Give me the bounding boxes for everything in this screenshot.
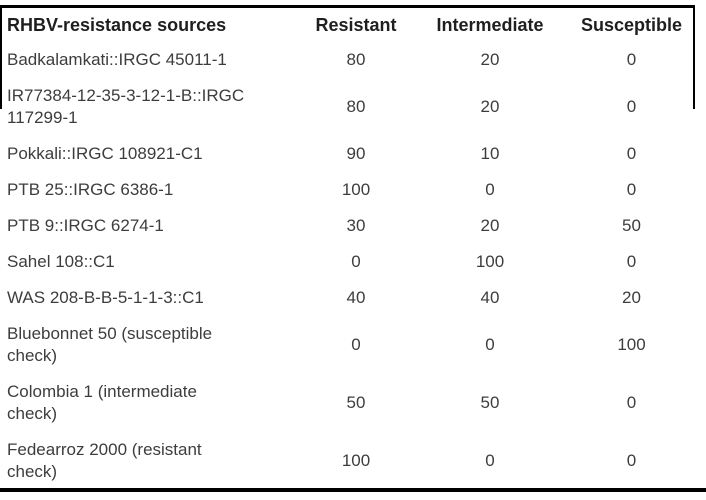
- susceptible-value-cell: 0: [626, 50, 637, 69]
- intermediate-value-cell: 0: [485, 180, 495, 199]
- susceptible-value-cell: 0: [626, 252, 637, 271]
- source-name-cell: Badkalamkati::IRGC 45011-1: [7, 50, 227, 69]
- table-row: Colombia 1 (intermediate check) 50 50 0: [0, 374, 695, 432]
- table-body: Badkalamkati::IRGC 45011-1 80 20 0 IR773…: [0, 42, 695, 490]
- source-name-cell: PTB 25::IRGC 6386-1: [7, 180, 174, 199]
- source-name-cell: WAS 208-B-B-5-1-1-3::C1: [7, 288, 204, 307]
- susceptible-value-cell: 20: [622, 288, 641, 307]
- resistant-value-cell: 40: [346, 288, 366, 307]
- table-row: Bluebonnet 50 (susceptible check) 0 0 10…: [0, 316, 695, 374]
- table-row: Sahel 108::C1 0 100 0: [0, 244, 695, 280]
- resistant-value-cell: 0: [351, 335, 361, 354]
- intermediate-value-cell: 20: [480, 50, 500, 69]
- susceptible-value-cell: 0: [626, 180, 637, 199]
- header-row: RHBV-resistance sources Resistant Interm…: [0, 8, 695, 42]
- source-name-cell: Pokkali::IRGC 108921-C1: [7, 144, 203, 163]
- right-edge-line: [693, 5, 695, 109]
- intermediate-value-cell: 0: [485, 335, 495, 354]
- table-row: IR77384-12-35-3-12-1-B::IRGC 117299-1 80…: [0, 78, 695, 136]
- resistant-value-cell: 80: [346, 50, 366, 69]
- resistant-value-cell: 100: [341, 451, 371, 470]
- left-edge-line: [0, 5, 2, 109]
- resistant-value-cell: 90: [346, 144, 366, 163]
- table-top-rule: [0, 5, 695, 8]
- resistant-value-cell: 100: [341, 180, 371, 199]
- table-bottom-rule: [0, 488, 706, 492]
- susceptible-value-cell: 50: [622, 216, 641, 235]
- resistant-value-cell: 0: [351, 252, 361, 271]
- susceptible-value-cell: 0: [626, 97, 637, 116]
- intermediate-value-cell: 20: [480, 97, 500, 116]
- resistance-sources-table: RHBV-resistance sources Resistant Interm…: [0, 8, 695, 490]
- resistant-value-cell: 80: [346, 97, 366, 116]
- intermediate-value-cell: 50: [480, 393, 500, 412]
- susceptible-value-cell: 100: [617, 335, 646, 354]
- resistant-value-cell: 50: [346, 393, 366, 412]
- intermediate-value-cell: 0: [485, 451, 495, 470]
- column-header-resistant: Resistant: [315, 15, 397, 35]
- table-row: Fedearroz 2000 (resistant check) 100 0 0: [0, 432, 695, 490]
- intermediate-value-cell: 10: [480, 144, 500, 163]
- column-header-susceptible: Susceptible: [580, 15, 683, 35]
- susceptible-value-cell: 0: [626, 393, 637, 412]
- susceptible-value-cell: 0: [626, 451, 637, 470]
- intermediate-value-cell: 40: [480, 288, 500, 307]
- table-row: PTB 25::IRGC 6386-1 100 0 0: [0, 172, 695, 208]
- source-name-cell: Colombia 1 (intermediate check): [7, 382, 197, 423]
- table-row: PTB 9::IRGC 6274-1 30 20 50: [0, 208, 695, 244]
- table-row: WAS 208-B-B-5-1-1-3::C1 40 40 20: [0, 280, 695, 316]
- source-name-cell: Fedearroz 2000 (resistant check): [7, 440, 202, 481]
- column-header-intermediate: Intermediate: [436, 15, 544, 35]
- table-row: Badkalamkati::IRGC 45011-1 80 20 0: [0, 42, 695, 78]
- source-name-cell: Sahel 108::C1: [7, 252, 115, 271]
- source-name-cell: IR77384-12-35-3-12-1-B::IRGC 117299-1: [7, 86, 245, 127]
- column-header-sources: RHBV-resistance sources: [7, 15, 227, 35]
- source-name-cell: Bluebonnet 50 (susceptible check): [7, 324, 213, 365]
- intermediate-value-cell: 20: [480, 216, 500, 235]
- intermediate-value-cell: 100: [475, 252, 505, 271]
- table-row: Pokkali::IRGC 108921-C1 90 10 0: [0, 136, 695, 172]
- source-name-cell: PTB 9::IRGC 6274-1: [7, 216, 164, 235]
- susceptible-value-cell: 0: [626, 144, 637, 163]
- resistant-value-cell: 30: [346, 216, 366, 235]
